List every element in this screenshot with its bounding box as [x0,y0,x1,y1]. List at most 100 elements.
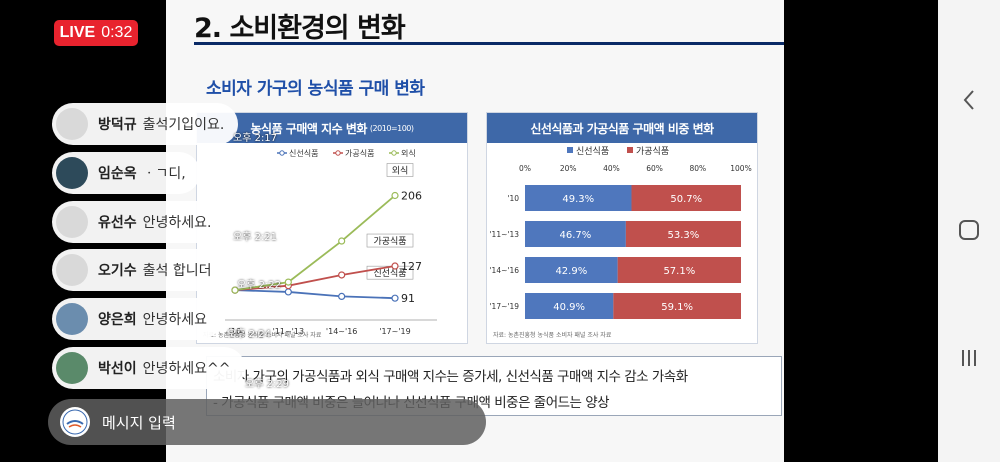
chat-text: ㆍㄱ디, [142,166,186,182]
bar-chart-header: 신선식품과 가공식품 구매액 비중 변화 [487,113,757,143]
x-tick-label: '10 [229,327,241,336]
bar-value-label: 59.1% [661,302,693,313]
series-line [234,194,396,292]
line-chart-source: 자료: 농촌진흥청 농식품 소비자 패널 조사 자료 [203,332,322,339]
chat-author: 양은희 [98,312,137,328]
chat-message[interactable]: 방덕규 출석기입이요. [52,103,239,145]
channel-logo-icon [60,407,90,437]
chat-author: 방덕규 [98,117,137,133]
chat-text: 안녕하세요 [142,312,208,328]
bar-chart: 신선식품 가공식품 0% 20% 40% 60% 80% 100% '10 49.3% 50.7% '… [490,146,752,319]
avatar [56,206,88,238]
legend-marker [335,150,341,156]
chat-text: 안녕하세요^^ [142,361,231,377]
data-point [338,292,346,300]
system-nav-bar [938,0,1000,462]
x-tick-label: '17~'19 [379,327,410,336]
recents-icon[interactable] [954,343,984,373]
presentation-slide: 2. 소비환경의 변화 소비자 가구의 농식품 구매 변화 농식품 구매액 지수… [166,0,784,462]
data-point [391,262,399,270]
avatar [56,352,88,384]
legend-swatch [567,147,573,153]
chat-timestamp: 오후 2:29 [245,379,290,390]
chat-author: 유선수 [98,215,137,231]
data-point [391,191,399,200]
series-tag: 가공식품 [366,233,414,248]
end-value-label: 127 [401,260,422,273]
live-badge: LIVE 0:32 [54,20,138,46]
chat-author: 박선이 [98,361,137,377]
line-chart: 신선식품 가공식품 외식'10'11~'13'14~'16'17~'1991신선식품… [225,148,437,336]
slide-subtitle: 소비자 가구의 농식품 구매 변화 [206,79,425,99]
chat-text: 출석 합니더 [142,263,212,279]
live-timer: 0:32 [101,24,133,41]
chat-message[interactable]: 유선수 안녕하세요. [52,201,226,243]
x-tick-label: '14~'16 [326,327,357,336]
x-tick-label: 0% [519,164,531,173]
data-point [338,271,346,279]
live-label: LIVE [59,24,96,41]
title-rule [194,42,784,45]
avatar [56,108,88,140]
chat-timestamp: 오후 2:24 [227,329,272,340]
chat-timestamp: 오후 2:17 [233,133,278,144]
chat-message[interactable]: 임순옥 ㆍㄱ디, [52,152,200,194]
end-value-label: 91 [401,292,415,305]
chat-timestamp: 오후 2:22 [237,280,282,291]
x-tick-label: 80% [689,164,706,173]
home-icon[interactable] [954,215,984,245]
message-input[interactable]: 메시지 입력 [48,399,486,445]
series-tag-label: 가공식품 [373,236,406,247]
chat-message[interactable]: 오기수 출석 합니더 [52,249,226,291]
legend-swatch [627,147,633,153]
chat-message[interactable]: 박선이 안녕하세요^^ [52,347,245,389]
bar-chart-panel: 신선식품과 가공식품 구매액 비중 변화 신선식품 가공식품 0% 20% 40% 60%… [486,112,758,344]
end-value-label: 206 [401,190,422,203]
x-tick-label: 40% [603,164,620,173]
line-chart-note: (2010=100) [369,123,414,133]
bar-value-label: 46.7% [560,230,592,241]
summary-line-1: 소비자 가구의 가공식품과 외식 구매액 지수는 증가세, 신선식품 구매액 지… [213,369,688,385]
bar-segment [525,293,614,319]
data-point [231,286,239,294]
legend-label: 가공식품 [636,146,669,157]
bar-chart-source: 자료: 농촌진흥청 농식품 소비자 패널 조사 자료 [493,332,612,339]
bar-value-label: 50.7% [670,194,702,205]
y-tick-label: '10 [507,194,519,203]
chat-timestamp: 오후 2:21 [233,232,278,243]
bar-chart-title: 신선식품과 가공식품 구매액 비중 변화 [530,121,714,136]
back-icon[interactable] [954,85,984,115]
bar-segment [525,185,632,211]
chat-message[interactable]: 양은희 안녕하세요 [52,298,222,340]
chat-author: 오기수 [98,263,137,279]
bar-segment [525,257,618,283]
bar-segment [631,185,741,211]
avatar [56,303,88,335]
bar-value-label: 49.3% [562,194,594,205]
x-tick-label: '11~'13 [273,327,304,336]
legend-label: 신선식품 [289,149,318,158]
series-tag-box [386,163,414,177]
bar-value-label: 53.3% [668,230,700,241]
slide-title: 2. 소비환경의 변화 [194,13,406,44]
legend-marker [391,150,397,156]
bar-value-label: 40.9% [553,302,585,313]
avatar [56,254,88,286]
bar-segment [525,221,626,247]
legend-label: 가공식품 [345,149,374,158]
chat-text: 출석기입이요. [142,117,225,133]
legend-label: 신선식품 [576,146,609,157]
y-tick-label: '17~'19 [490,302,520,311]
data-point [391,294,399,302]
series-line [234,265,396,292]
data-point [284,278,292,286]
x-tick-label: 60% [646,164,663,173]
line-chart-header: 농식품 구매액 지수 변화 (2010=100) [197,113,467,143]
series-tag-box [366,233,414,248]
message-input-placeholder: 메시지 입력 [102,413,176,432]
chat-text: 안녕하세요. [142,215,212,231]
bar-segment [617,257,741,283]
bar-value-label: 57.1% [663,266,695,277]
legend-label: 외식 [401,148,416,158]
series-line [234,289,396,300]
